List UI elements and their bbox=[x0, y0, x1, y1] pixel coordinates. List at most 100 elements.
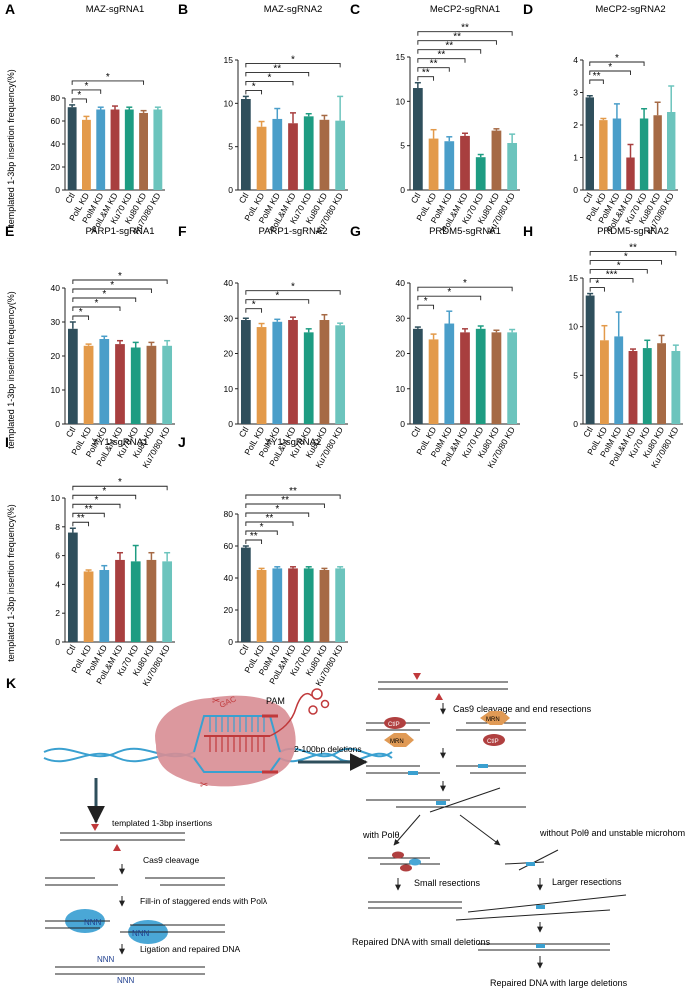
y-tick-label: 4 bbox=[55, 579, 60, 589]
panel-label-i: I bbox=[5, 434, 9, 450]
bar-ku70-kd bbox=[475, 328, 486, 424]
chart-title: YY1-sgRNA2 bbox=[265, 437, 322, 448]
diagram-k: K PAM GAC ✂ bbox=[6, 673, 685, 988]
significance-bracket bbox=[72, 297, 137, 302]
bar-ku70-80-kd bbox=[335, 325, 346, 424]
without-pol-theta-text: without Polθ and unstable microhomology … bbox=[539, 828, 685, 838]
significance-star: * bbox=[84, 81, 88, 92]
bar-ctl bbox=[585, 97, 594, 190]
significance-bracket bbox=[417, 295, 482, 301]
bar-poll-m-kd bbox=[288, 320, 298, 424]
scissors-icon-lower: ✂ bbox=[200, 780, 208, 791]
bar-ctl bbox=[240, 547, 251, 642]
y-tick-label: 0 bbox=[228, 185, 233, 195]
significance-star: * bbox=[615, 53, 619, 64]
y-tick-label: 30 bbox=[396, 313, 406, 323]
significance-bracket bbox=[417, 49, 482, 54]
significance-bracket bbox=[589, 269, 648, 274]
y-tick-label: 15 bbox=[569, 273, 579, 283]
y-tick-label: 40 bbox=[224, 573, 234, 583]
significance-bracket bbox=[71, 98, 87, 103]
significance-bracket bbox=[71, 89, 102, 94]
significance-star: ** bbox=[77, 513, 85, 524]
bar-poll-m-kd bbox=[110, 109, 120, 190]
y-tick-label: 10 bbox=[396, 384, 406, 394]
y-tick-label: 20 bbox=[224, 605, 234, 615]
y-tick-label: 80 bbox=[224, 509, 234, 519]
templated-cleavage-text: Cas9 cleavage bbox=[143, 855, 200, 865]
panel-label-j: J bbox=[178, 434, 186, 450]
bar-poll-m-kd bbox=[288, 123, 298, 190]
significance-star: * bbox=[260, 522, 264, 533]
y-axis-label-row2: templated 1-3bp insertion frequency(%) bbox=[6, 291, 16, 449]
bar-ku80-kd bbox=[657, 343, 666, 424]
bar-ku70-kd bbox=[124, 109, 134, 190]
significance-bracket bbox=[72, 521, 90, 527]
significance-star: ** bbox=[445, 41, 453, 52]
x-category-label: Ctl bbox=[63, 191, 77, 205]
significance-star: * bbox=[94, 298, 98, 309]
y-tick-label: 6 bbox=[55, 551, 60, 561]
panel-label-f: F bbox=[178, 223, 187, 239]
significance-star: ** bbox=[422, 68, 430, 79]
bar-poll-m-kd bbox=[115, 559, 125, 642]
bar-ku80-kd bbox=[319, 119, 330, 190]
chart-title: MAZ-sgRNA2 bbox=[264, 4, 323, 15]
cas9-complex: PAM GAC ✂ ✂ bbox=[43, 688, 393, 791]
y-tick-label: 60 bbox=[51, 116, 61, 126]
y-tick-label: 20 bbox=[396, 349, 406, 359]
significance-star: * bbox=[252, 81, 256, 92]
y-tick-label: 3 bbox=[573, 88, 578, 98]
deletions-label: 2-100bp deletions bbox=[294, 744, 362, 754]
bar-ku70-kd bbox=[303, 568, 314, 642]
bar-polm-kd bbox=[614, 336, 624, 424]
y-tick-label: 40 bbox=[224, 278, 234, 288]
bar-poll-m-kd bbox=[626, 157, 635, 190]
y-tick-label: 10 bbox=[224, 98, 234, 108]
significance-star: * bbox=[424, 296, 428, 307]
significance-bracket bbox=[589, 260, 663, 265]
significance-star: * bbox=[94, 495, 98, 506]
significance-bracket bbox=[72, 503, 121, 509]
with-pol-theta-text: with Polθ bbox=[362, 830, 400, 840]
significance-bracket bbox=[72, 512, 105, 518]
significance-star: * bbox=[275, 291, 279, 302]
significance-star: ** bbox=[461, 23, 469, 34]
significance-bracket bbox=[417, 304, 435, 310]
bar-ku70-80-kd bbox=[671, 351, 681, 424]
bar-ctl bbox=[67, 328, 78, 424]
bar-ctl bbox=[585, 295, 595, 424]
mrn-right bbox=[480, 711, 510, 725]
significance-star: * bbox=[617, 261, 621, 272]
bar-poll-m-kd bbox=[460, 332, 470, 424]
significance-star: *** bbox=[606, 270, 618, 281]
y-tick-label: 60 bbox=[224, 541, 234, 551]
x-category-label: Ctl bbox=[581, 425, 595, 439]
bar-ku70-kd bbox=[130, 561, 141, 642]
chart-title: PRDM5-sgRNA1 bbox=[429, 226, 501, 237]
scissors-icon: ✂ bbox=[212, 696, 220, 707]
significance-star: ** bbox=[430, 59, 438, 70]
bar-polm-kd bbox=[272, 118, 283, 190]
significance-star: * bbox=[106, 72, 110, 83]
significance-star: ** bbox=[453, 32, 461, 43]
y-tick-label: 10 bbox=[51, 385, 61, 395]
resection-text: Cas9 cleavage and end resections bbox=[453, 704, 592, 714]
significance-star: ** bbox=[273, 63, 281, 74]
bar-ku80-kd bbox=[146, 345, 157, 424]
y-tick-label: 10 bbox=[569, 322, 579, 332]
bar-ctl bbox=[240, 99, 251, 190]
y-tick-label: 5 bbox=[400, 141, 405, 151]
significance-bracket bbox=[245, 89, 263, 95]
bar-ku80-kd bbox=[491, 130, 502, 190]
significance-star: * bbox=[118, 477, 122, 488]
bar-poll-kd bbox=[428, 339, 439, 424]
x-category-label: Ctl bbox=[237, 643, 251, 657]
significance-star: * bbox=[267, 72, 271, 83]
significance-bracket bbox=[245, 299, 310, 304]
